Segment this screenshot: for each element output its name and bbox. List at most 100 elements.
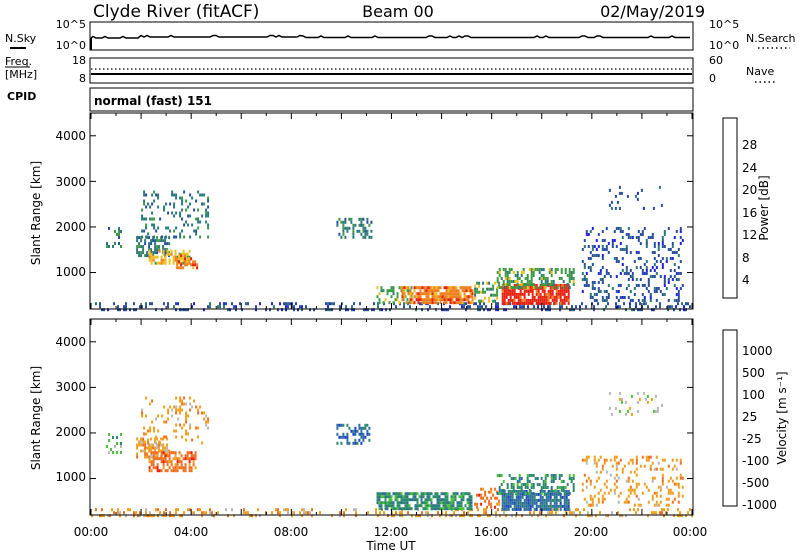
velocity-cell <box>179 399 182 403</box>
power-cell <box>547 305 549 309</box>
power-cell <box>637 239 640 242</box>
power-cell <box>441 298 444 302</box>
power-cell <box>639 278 642 281</box>
velocity-cell <box>570 480 573 483</box>
power-cell <box>667 299 670 302</box>
velocity-cell <box>468 507 471 511</box>
power-cell <box>547 298 550 302</box>
power-cell <box>239 302 241 306</box>
velocity-cell <box>412 498 415 502</box>
power-cell <box>427 298 430 302</box>
power-cell <box>516 280 519 283</box>
power-cell <box>629 251 632 254</box>
velocity-cell <box>645 455 648 459</box>
time-tick-2000: 20:00 <box>574 525 609 539</box>
power-cell <box>327 302 329 306</box>
power-cell <box>445 295 448 299</box>
power-cell <box>463 289 466 293</box>
velocity-cell <box>393 514 395 518</box>
power-cell <box>95 302 97 306</box>
velocity-cell <box>624 412 627 416</box>
power-cell <box>152 255 155 259</box>
power-cell <box>183 308 185 312</box>
power-cell <box>205 220 208 224</box>
velocity-cell <box>411 514 413 518</box>
power-cell <box>429 286 432 290</box>
power-cell <box>481 305 483 309</box>
velocity-cell <box>149 429 152 433</box>
velocity-cell <box>412 495 415 499</box>
velocity-cell <box>523 498 526 502</box>
velocity-cell <box>193 511 195 515</box>
velocity-cell <box>177 408 180 412</box>
velocity-cell <box>183 511 185 515</box>
power-cbar-tick-20: 20 <box>742 183 757 197</box>
power-cell <box>285 305 287 309</box>
velocity-cell <box>301 508 303 512</box>
power-cell <box>496 280 499 283</box>
power-cell <box>471 292 474 296</box>
power-cell <box>657 287 660 290</box>
power-cell <box>649 293 652 296</box>
power-cell <box>386 292 389 296</box>
velocity-cell <box>621 514 623 518</box>
power-cell <box>153 199 156 203</box>
velocity-cell <box>615 473 618 477</box>
velocity-cell <box>170 469 173 473</box>
velocity-cell <box>533 498 536 502</box>
power-cell <box>585 284 588 287</box>
velocity-cell <box>271 511 273 515</box>
velocity-cell <box>498 489 501 492</box>
power-cell <box>530 280 533 283</box>
power-cell <box>505 289 508 293</box>
power-cell <box>161 308 163 312</box>
velocity-cell <box>623 500 626 504</box>
velocity-cell <box>583 497 586 501</box>
power-cell <box>101 308 103 312</box>
velocity-cell <box>541 501 544 505</box>
velocity-cell <box>501 507 504 511</box>
power-cell <box>158 249 161 253</box>
power-cell <box>639 233 642 236</box>
noise-search-label: N.Search <box>746 32 796 45</box>
velocity-cell <box>160 457 163 461</box>
power-cell <box>186 255 189 259</box>
velocity-cell <box>171 514 173 518</box>
velocity-cell <box>483 508 485 512</box>
power-cell <box>677 296 680 299</box>
power-cell <box>675 287 678 290</box>
power-cell <box>500 286 503 289</box>
power-cell <box>546 277 549 280</box>
velocity-cell <box>543 504 546 508</box>
power-cell <box>635 302 637 306</box>
power-cell <box>557 283 560 287</box>
power-cell <box>607 293 610 296</box>
velocity-cell <box>345 508 347 512</box>
power-cell <box>655 260 658 263</box>
power-cell <box>417 298 420 302</box>
velocity-cell <box>368 432 371 436</box>
velocity-cell <box>108 439 110 442</box>
velocity-cell <box>595 514 597 518</box>
power-cell <box>621 263 624 266</box>
velocity-cell <box>354 432 357 436</box>
velocity-cell <box>101 514 103 518</box>
velocity-cell <box>358 426 361 430</box>
power-cell <box>565 295 568 299</box>
velocity-cell <box>477 508 479 512</box>
velocity-cell <box>117 511 119 515</box>
power-cell <box>530 274 533 277</box>
velocity-cell <box>168 466 171 470</box>
velocity-cell <box>123 511 125 515</box>
power-cell <box>164 258 167 262</box>
velocity-cell <box>181 514 183 518</box>
power-cell <box>581 248 584 251</box>
power-cell <box>209 305 211 309</box>
velocity-cell <box>400 492 403 496</box>
velocity-cell <box>517 489 520 493</box>
velocity-cell <box>561 504 564 508</box>
velocity-cell <box>375 508 377 512</box>
velocity-cell <box>507 495 510 499</box>
power-cell <box>683 308 685 312</box>
velocity-cell <box>679 461 682 465</box>
